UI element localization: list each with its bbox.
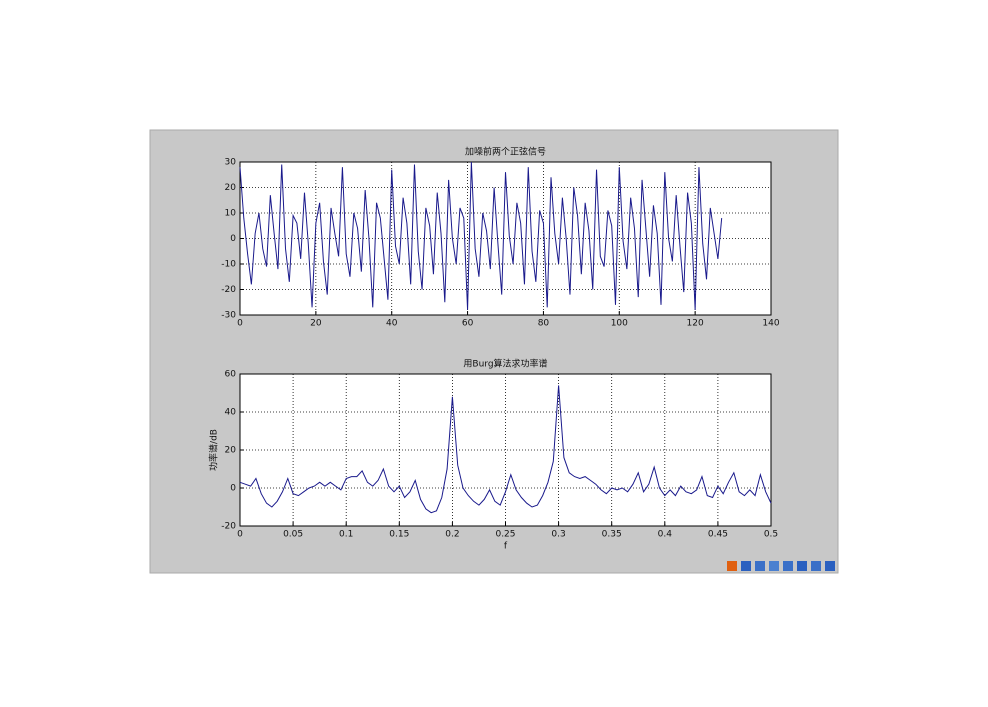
y-tick-label: -20 [221, 285, 236, 295]
line-series [239, 385, 772, 514]
x-tick-label: 0.5 [764, 530, 778, 540]
x-tick-label: 0.05 [283, 530, 303, 540]
y-tick-label: 20 [225, 183, 237, 193]
x-tick-label: 0.45 [708, 530, 728, 540]
x-tick-label: 100 [611, 319, 628, 329]
y-tick-label: 0 [230, 484, 236, 494]
chart-title: 加噪前两个正弦信号 [465, 146, 546, 158]
x-tick-label: 0.4 [658, 530, 673, 540]
x-tick-label: 0 [237, 319, 243, 329]
y-tick-label: 30 [225, 158, 237, 168]
y-tick-label: -10 [221, 260, 236, 270]
plot-frame [239, 161, 772, 316]
y-tick-label: -30 [221, 311, 236, 321]
input-toolbar [727, 561, 835, 571]
y-tick-label: 60 [225, 370, 237, 380]
plot-frame [239, 373, 772, 527]
x-tick-label: 40 [386, 319, 398, 329]
x-tick-label: 0.25 [495, 530, 515, 540]
y-tick-label: 0 [230, 234, 236, 244]
y-tick-label: 40 [225, 408, 237, 418]
x-tick-label: 60 [462, 319, 474, 329]
x-axis-label: f [504, 542, 508, 552]
x-tick-label: 120 [687, 319, 704, 329]
y-tick-label: 10 [225, 209, 237, 219]
x-tick-label: 140 [762, 319, 779, 329]
x-tick-label: 0.15 [389, 530, 409, 540]
x-tick-label: 0 [237, 530, 243, 540]
chart-title: 用Burg算法求功率谱 [463, 358, 547, 370]
x-tick-label: 0.3 [551, 530, 565, 540]
line-series [239, 161, 723, 310]
y-tick-label: -20 [221, 522, 236, 532]
x-tick-label: 0.2 [445, 530, 459, 540]
x-tick-label: 0.1 [339, 530, 353, 540]
y-tick-label: 20 [225, 446, 237, 456]
x-tick-label: 80 [538, 319, 550, 329]
x-tick-label: 20 [310, 319, 322, 329]
y-axis-label: 功率谱/dB [208, 429, 220, 471]
x-tick-label: 0.35 [602, 530, 622, 540]
